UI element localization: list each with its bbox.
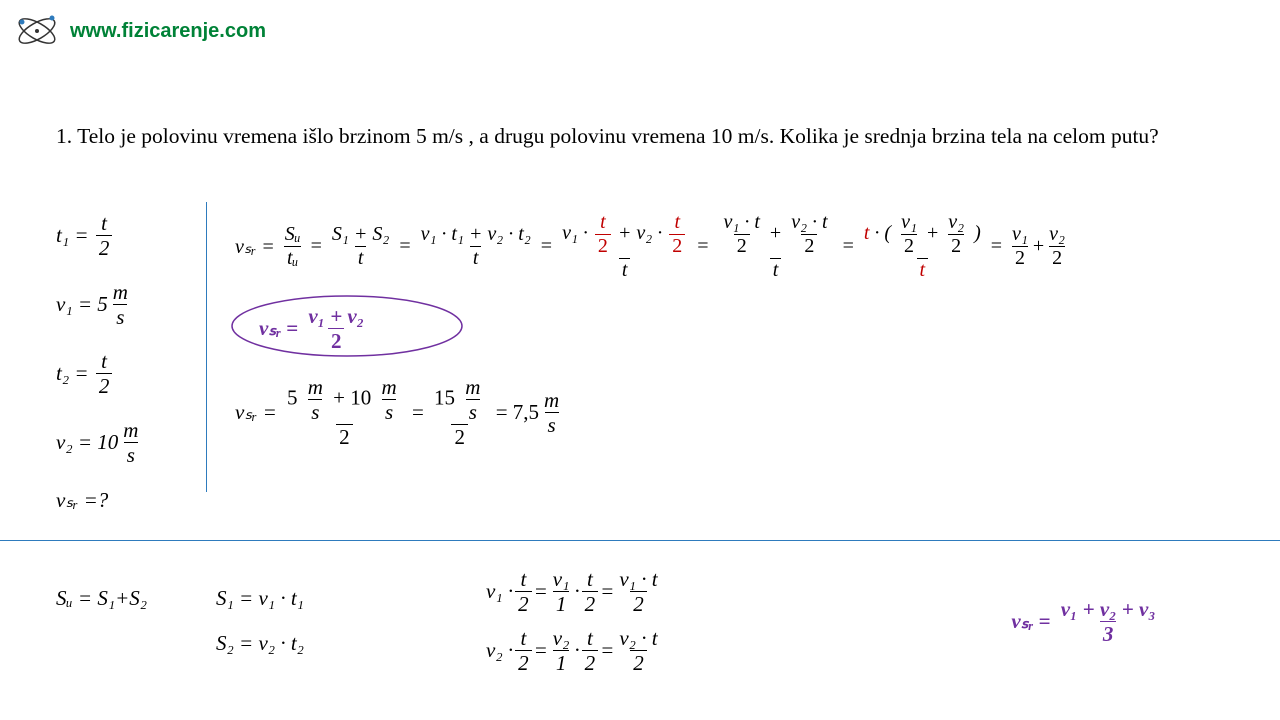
given-t2: t₂ = t2 <box>56 350 206 397</box>
given-t1: t₁ = t2 <box>56 212 206 259</box>
page-header: www.fizicarenje.com <box>14 8 266 54</box>
vsr-derivation: vₛᵣ = Sᵤtᵤ = S₁ + S₂t = v₁ · t₁ + v₂ · t… <box>235 212 1070 281</box>
given-values: t₁ = t2 v₁ = 5 ms t₂ = t2 v₂ = 10 ms vₛᵣ… <box>56 196 206 513</box>
solution-area: t₁ = t2 v₁ = 5 ms t₂ = t2 v₂ = 10 ms vₛᵣ… <box>56 196 1070 513</box>
site-url: www.fizicarenje.com <box>70 20 266 43</box>
given-vsr: vₛᵣ =? <box>56 488 206 513</box>
physics-worksheet: www.fizicarenje.com 1. Telo je polovinu … <box>0 0 1280 720</box>
aux-expand-2: v₂ · t2 = v₂1 · t2 = v₂ · t2 <box>486 627 926 674</box>
auxiliary-formulas: Sᵤ = S₁+S₂ S₁ = v₁ · t₁ S₂ = v₂ · t₂ v₁ … <box>56 568 1246 674</box>
numeric-solution: vₛᵣ = 5 ms + 10 ms 2 = 15 ms <box>235 376 1070 448</box>
site-logo <box>14 8 60 54</box>
aux-s2: S₂ = v₂ · t₂ <box>216 631 486 656</box>
problem-number: 1. <box>56 124 72 148</box>
result-formula-highlight: vₛᵣ = v₁ + v₂2 <box>235 295 393 362</box>
result-formula: vₛᵣ = v₁ + v₂2 <box>259 305 369 352</box>
section-divider <box>0 540 1280 541</box>
derivation-column: vₛᵣ = Sᵤtᵤ = S₁ + S₂t = v₁ · t₁ + v₂ · t… <box>207 196 1070 513</box>
problem-statement: 1. Telo je polovinu vremena išlo brzinom… <box>56 122 1236 151</box>
atom-icon <box>14 8 60 54</box>
vsr-three-formula: vₛᵣ = v₁ + v₂ + v₃3 <box>1011 598 1160 645</box>
aux-expand-1: v₁ · t2 = v₁1 · t2 = v₁ · t2 <box>486 568 926 615</box>
aux-su: Sᵤ = S₁+S₂ <box>56 568 216 674</box>
given-v2: v₂ = 10 ms <box>56 419 206 466</box>
problem-body: Telo je polovinu vremena išlo brzinom 5 … <box>77 124 1159 148</box>
aux-s1: S₁ = v₁ · t₁ <box>216 586 486 611</box>
given-v1: v₁ = 5 ms <box>56 281 206 328</box>
